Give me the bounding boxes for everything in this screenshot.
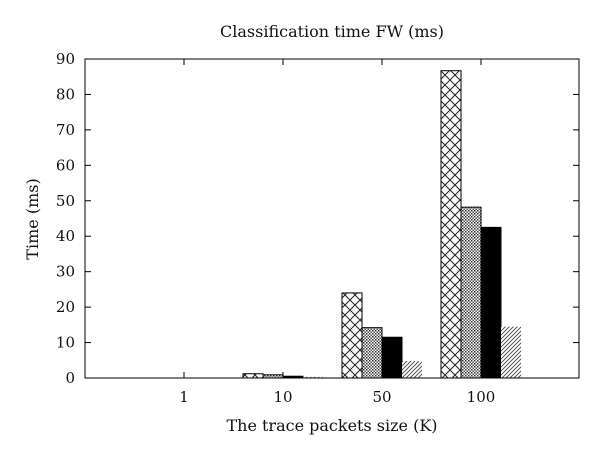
y-tick-label: 70 [56,121,75,139]
bars [242,70,521,379]
y-tick-label: 30 [56,263,75,281]
y-tick-label: 80 [56,85,75,103]
x-axis-ticks: 1 10 50 100 [179,59,495,406]
x-axis-label: The trace packets size (K) [226,416,437,435]
x-tick-label: 1 [179,388,189,406]
bar [242,373,264,379]
y-tick-label: 50 [56,192,75,210]
y-tick-label: 20 [56,298,75,316]
y-tick-label: 0 [65,369,75,387]
bar [501,326,521,378]
bar [460,206,482,379]
bar [341,292,363,379]
bar [440,70,462,379]
bar [303,376,323,378]
y-axis-ticks: 0 10 20 30 40 50 60 70 80 90 [56,50,579,387]
bar [361,327,383,379]
y-tick-label: 10 [56,334,75,352]
chart-title: Classification time FW (ms) [220,22,444,41]
plot-frame [84,58,580,379]
bar [381,336,403,379]
x-tick-label: 100 [467,388,496,406]
bar [480,226,502,379]
bar [402,360,422,378]
y-tick-label: 90 [56,50,75,68]
y-tick-label: 60 [56,156,75,174]
x-tick-label: 50 [372,388,391,406]
y-axis-label: Time (ms) [23,178,42,259]
y-tick-label: 40 [56,227,75,245]
x-tick-label: 10 [273,388,292,406]
